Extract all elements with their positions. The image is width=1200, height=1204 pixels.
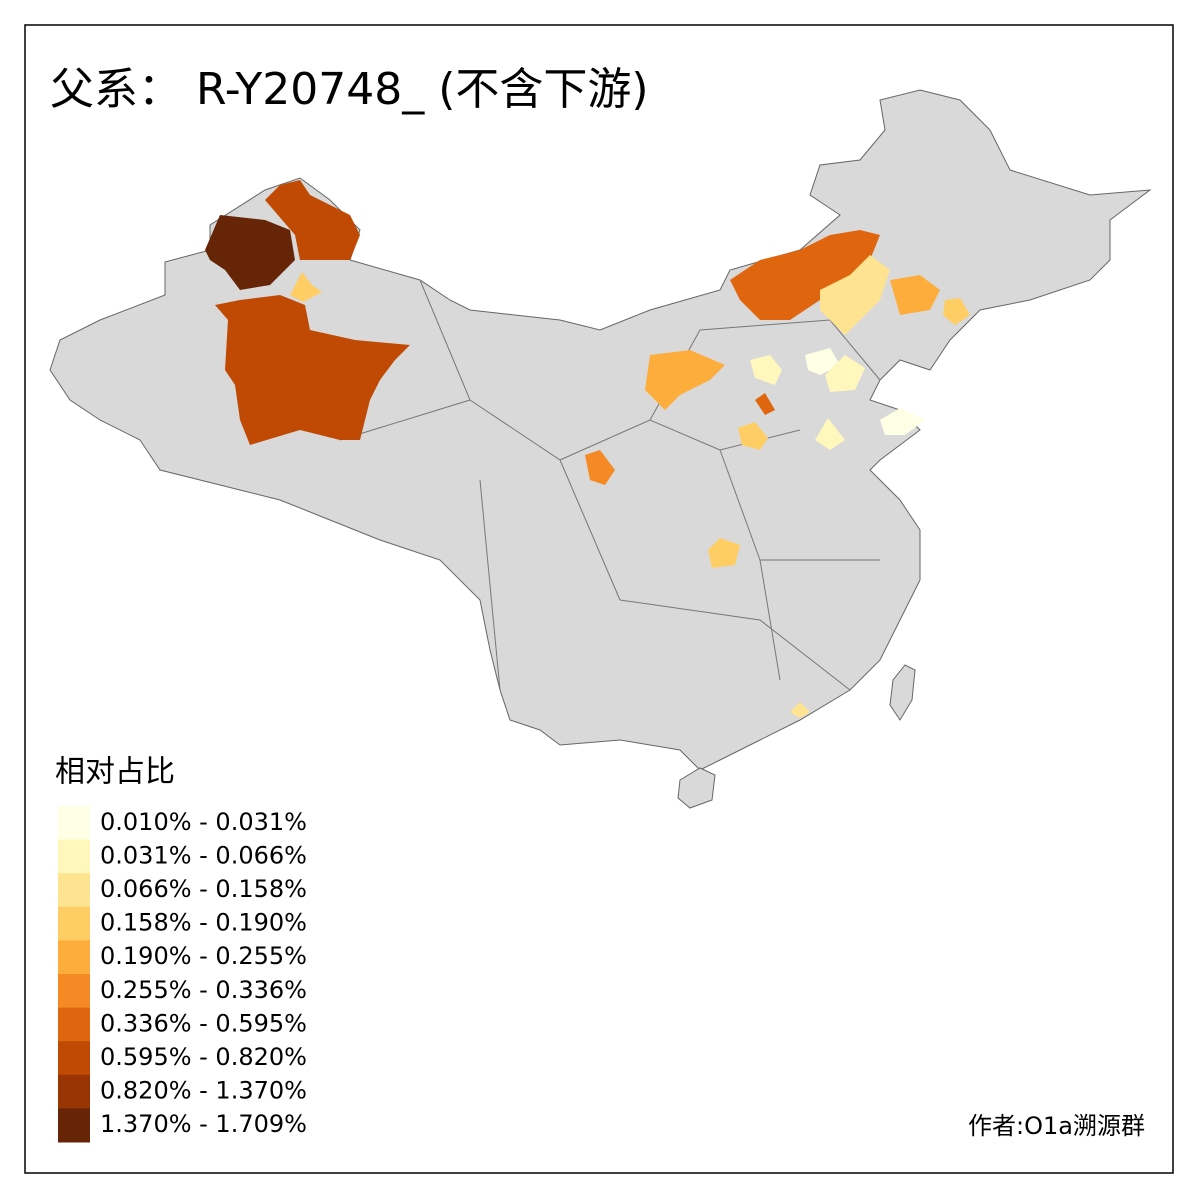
legend-label: 0.255% - 0.336% xyxy=(100,976,307,1004)
legend-title: 相对占比 xyxy=(55,755,175,790)
legend-label: 1.370% - 1.709% xyxy=(100,1110,307,1138)
region xyxy=(215,295,410,445)
region xyxy=(708,538,740,568)
region xyxy=(815,418,845,450)
legend-swatch xyxy=(58,974,90,1009)
region xyxy=(820,255,890,335)
legend-swatch xyxy=(58,806,90,841)
region xyxy=(943,298,970,325)
legend-label: 0.010% - 0.031% xyxy=(100,808,307,836)
map xyxy=(49,89,1152,809)
legend-label: 0.336% - 0.595% xyxy=(100,1009,307,1037)
legend-label: 0.190% - 0.255% xyxy=(100,942,307,970)
legend-swatch xyxy=(58,873,90,908)
region xyxy=(750,355,782,385)
legend-label: 0.820% - 1.370% xyxy=(100,1077,307,1105)
region xyxy=(825,355,865,392)
legend: 0.010% - 0.031% 0.031% - 0.066% 0.066% - 0… xyxy=(58,806,307,1143)
legend-swatch xyxy=(58,1074,90,1109)
region xyxy=(755,393,775,415)
region xyxy=(880,408,925,435)
region xyxy=(290,272,322,302)
title: 父系： R-Y20748_ (不含下游) xyxy=(50,64,649,115)
region xyxy=(585,450,615,485)
region xyxy=(790,702,810,718)
credit: 作者:O1a溯源群 xyxy=(968,1112,1145,1140)
legend-swatch xyxy=(58,1041,90,1076)
region xyxy=(205,215,295,290)
region xyxy=(890,275,940,315)
legend-label: 0.158% - 0.190% xyxy=(100,909,307,937)
legend-swatch xyxy=(58,906,90,941)
region xyxy=(265,180,360,260)
region xyxy=(730,230,880,320)
legend-label: 0.595% - 0.820% xyxy=(100,1043,307,1071)
region xyxy=(805,348,840,375)
legend-swatch xyxy=(58,940,90,975)
island xyxy=(889,664,916,721)
legend-swatch xyxy=(58,1007,90,1042)
region xyxy=(645,350,725,410)
legend-label: 0.066% - 0.158% xyxy=(100,875,307,903)
legend-swatch xyxy=(58,839,90,874)
island xyxy=(677,767,716,809)
legend-swatch xyxy=(58,1108,90,1143)
region xyxy=(738,422,768,450)
legend-label: 0.031% - 0.066% xyxy=(100,841,307,869)
